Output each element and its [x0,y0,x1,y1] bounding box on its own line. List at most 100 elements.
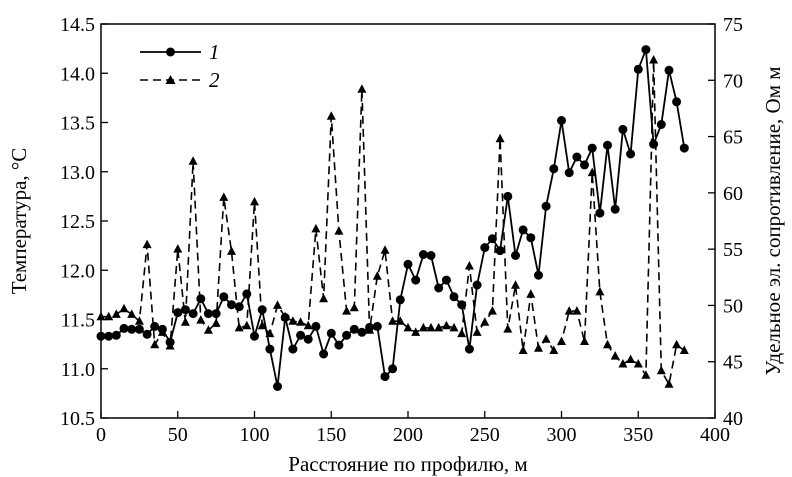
series-2-point-60 [557,336,566,345]
series-1-point-70 [633,64,643,74]
x-axis-ticks: 0 50 100 150 200 250 300 350 400 [96,411,730,446]
y-left-tick-label-1: 11.0 [61,359,95,381]
series-2-point-11 [180,317,190,326]
series-2-point-63 [580,336,589,345]
series-2-point-39 [395,316,405,325]
legend-marker-series-1 [166,47,175,57]
series-2-point-44 [434,322,444,332]
series-1-point-66 [603,140,612,150]
legend-label-series-1: 1 [209,40,220,64]
series-1-point-26 [296,330,306,340]
series-2-point-70 [633,359,643,368]
series-2-point-40 [403,322,413,332]
series-2-point-61 [564,306,574,315]
series-2-point-47 [457,328,467,338]
series-1-point-23 [273,382,282,391]
series-2-point-22 [265,328,275,338]
series-2-point-28 [311,223,321,233]
series-line-1 [101,48,686,388]
series-1-point-40 [403,259,413,269]
y-left-tick-label-4: 12.5 [60,211,95,233]
series-1-point-68 [618,124,628,134]
series-1-point-48 [464,344,474,354]
y-left-tick-label-3: 12.0 [60,260,95,282]
series-1-point-22 [265,344,275,354]
series-1-point-17 [227,300,236,310]
x-tick-label-7: 350 [623,424,653,446]
series-2-point-6 [142,239,152,249]
series-1-point-57 [534,270,543,280]
series-2-point-67 [610,351,620,360]
x-axis-label: Расстояние по профилю, м [288,452,527,476]
series-2-point-27 [303,320,313,330]
series-2-point-1 [104,311,114,321]
series-1-point-33 [349,324,359,334]
series-1-point-7 [150,321,160,331]
series-2-point-5 [134,316,144,325]
series-1-point-27 [303,334,313,344]
series-2-point-17 [227,246,236,255]
y-right-tick-label-2: 50 [723,295,743,317]
series-1-point-3 [119,323,129,333]
y-right-tick-label-6: 70 [723,70,743,92]
series-2-point-56 [526,289,536,298]
series-2-point-0 [96,311,106,321]
series-2-point-9 [165,341,175,350]
series-2-point-2 [111,309,121,318]
series-2-point-42 [418,322,428,332]
y-left-tick-label-6: 13.5 [60,113,95,135]
series-1-point-43 [426,251,436,260]
series-layer [96,45,689,391]
series-2-point-74 [664,379,674,388]
series-2-point-31 [334,226,344,235]
series-1-point-63 [580,160,589,170]
y-right-tick-label-0: 40 [723,408,743,430]
series-2-point-71 [641,370,651,379]
x-tick-label-5: 250 [470,424,500,446]
series-1-point-41 [411,275,421,285]
series-1-point-13 [196,294,206,304]
series-1-point-45 [441,275,451,285]
series-1-point-19 [242,289,252,299]
series-2-point-25 [288,316,298,325]
series-2-point-16 [219,192,229,201]
series-1-point-46 [449,292,459,302]
series-2-point-43 [426,322,436,332]
series-2-point-19 [242,320,252,330]
series-2-point-4 [127,309,137,318]
series-2-point-57 [534,343,543,352]
series-2-point-18 [234,322,244,332]
series-2-point-26 [296,317,306,326]
series-1-point-32 [342,330,352,340]
y-right-tick-label-4: 60 [723,183,743,205]
series-1-point-51 [487,234,497,244]
series-2-point-75 [672,339,682,349]
series-2-point-23 [273,300,282,309]
series-2-point-15 [211,318,221,327]
series-1-point-44 [434,283,444,293]
left-axis-label: Температура, °C [7,148,31,295]
series-1-point-21 [257,305,267,315]
series-1-point-42 [418,250,428,259]
series-2-point-65 [595,286,605,296]
series-2-point-37 [380,245,390,254]
series-1-point-37 [380,372,390,382]
series-2-point-62 [572,306,582,315]
series-2-point-53 [503,324,513,333]
series-1-point-31 [334,340,344,350]
series-2-point-58 [541,334,551,343]
series-2-point-13 [196,315,206,324]
y-left-tick-label-2: 11.5 [61,310,95,332]
x-tick-label-6: 300 [547,424,577,446]
series-1-point-72 [649,139,659,149]
series-1-point-12 [188,309,198,319]
legend: 1 2 [140,40,220,92]
series-1-point-30 [326,328,336,338]
series-1-point-58 [541,201,551,211]
series-line-2 [101,59,685,385]
series-1-point-6 [142,329,152,339]
series-2-point-50 [480,317,490,326]
series-2-point-64 [587,167,597,177]
legend-marker-series-2 [165,75,176,84]
